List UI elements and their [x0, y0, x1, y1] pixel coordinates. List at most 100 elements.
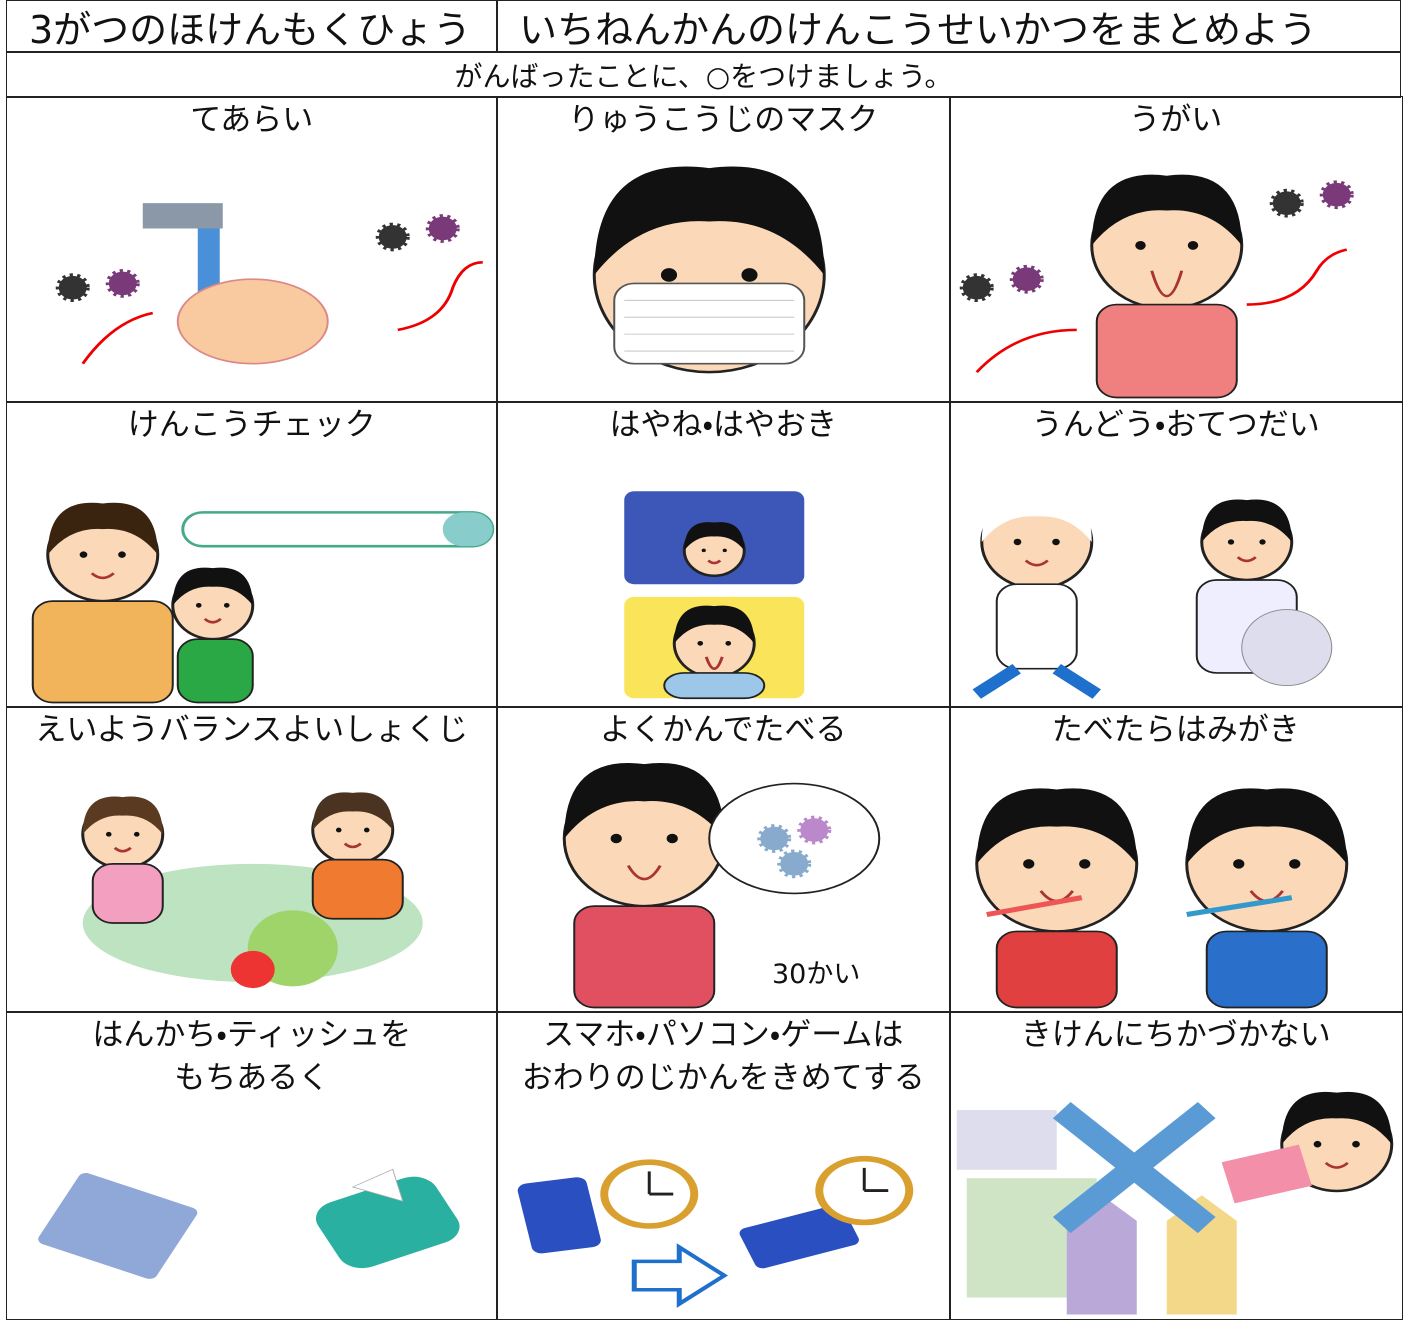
hair [674, 605, 755, 644]
label-line: えいようバランスよいしょくじ [35, 712, 469, 748]
body [31, 600, 174, 704]
drawing [38, 1168, 460, 1279]
eye [1135, 240, 1146, 250]
body [1095, 303, 1238, 399]
habit-label: たべたらはみがき [950, 709, 1402, 752]
label-line: おわりのじかんをきめてする [521, 1060, 925, 1096]
habit-label: えいようバランスよいしょくじ [7, 709, 497, 752]
hair [684, 522, 745, 551]
germ [797, 815, 832, 845]
label-line: スマホ・パソコン・ゲームは [543, 1017, 904, 1053]
illustration [562, 763, 881, 1009]
germ [425, 214, 460, 243]
illustration [972, 490, 1333, 699]
illustration [975, 788, 1349, 1009]
legs [972, 663, 1101, 699]
mouth [203, 617, 222, 624]
label-line: はやね・はやおき [609, 407, 838, 443]
label-line: てあらい [190, 102, 314, 138]
mouth [1324, 1161, 1349, 1169]
eye [1233, 859, 1245, 869]
habit-label: きけんにちかづかない [950, 1014, 1402, 1057]
eye [1052, 538, 1060, 546]
cross [1052, 1101, 1216, 1234]
mouth [1150, 270, 1184, 298]
habit-label: よくかんでたべる [497, 709, 950, 752]
faucet [142, 203, 223, 229]
drawing [55, 203, 483, 365]
hair [47, 502, 158, 555]
habit-label: スマホ・パソコン・ゲームは おわりのじかんをきめてする [497, 1014, 950, 1100]
mouth [1024, 559, 1049, 567]
habit-cell: うがい [949, 96, 1403, 403]
hair [1281, 1091, 1392, 1145]
mouth [343, 842, 362, 849]
label-line: きけんにちかづかない [1020, 1017, 1331, 1053]
next-arrow [631, 1243, 729, 1308]
habit-cell: てあらい [6, 96, 498, 403]
illustration [624, 491, 805, 700]
hair [82, 796, 163, 835]
mouth [90, 572, 115, 580]
mouth [707, 559, 722, 565]
germ [1319, 180, 1354, 210]
label-line: もちあるく [174, 1060, 330, 1096]
label-line: りゅうこうじのマスク [568, 102, 879, 138]
thermo-end [442, 512, 493, 547]
body [91, 863, 164, 924]
germ [375, 222, 410, 252]
drawing [81, 792, 423, 989]
hair [1186, 788, 1347, 864]
illustration [31, 502, 495, 704]
habit-cell: きけんにちかづかない [949, 1011, 1403, 1320]
drawing [517, 1155, 914, 1308]
eye [118, 551, 126, 558]
habit-cell: はんかち・ティッシュを もちあるく [6, 1011, 498, 1320]
eye [1259, 539, 1266, 545]
instruction: がんばったことに、○をつけましょう。 [6, 51, 1401, 98]
habit-label: てあらい [7, 99, 497, 142]
hair [1091, 174, 1242, 246]
eye [105, 831, 112, 837]
hair [981, 490, 1092, 542]
eye [741, 268, 758, 282]
habit-label: けんこうチェック [7, 404, 497, 447]
hair [564, 763, 725, 839]
hair [172, 567, 253, 606]
thought [708, 782, 881, 895]
term-goal: 3がつのほけんもくひょう [6, 0, 498, 53]
label-line: うんどう・おてつだい [1031, 407, 1320, 443]
germ [1269, 188, 1304, 218]
eye [1187, 240, 1199, 250]
drawing [624, 491, 805, 700]
arrow [397, 261, 483, 332]
illustration [81, 792, 423, 989]
body [176, 638, 254, 704]
tomato [230, 950, 275, 989]
scene [1066, 1195, 1137, 1315]
label-line: けんこうチェック [127, 407, 376, 443]
tissue [315, 1176, 460, 1269]
arrow [81, 311, 154, 365]
scene [956, 1110, 1057, 1170]
hair [1201, 499, 1292, 542]
eye [666, 833, 678, 844]
drawing [959, 174, 1354, 399]
eye [1352, 1140, 1360, 1148]
eye [660, 268, 678, 282]
body [995, 930, 1118, 1009]
toothbrush [1186, 895, 1293, 918]
habit-cell: はやね・はやおき [496, 401, 951, 708]
arrow [975, 328, 1077, 373]
mouth [1236, 556, 1257, 563]
drawing [972, 490, 1333, 699]
habit-cell: りゅうこうじのマスク [496, 96, 951, 403]
drawing [31, 502, 495, 704]
body [995, 583, 1078, 670]
phone [517, 1177, 601, 1254]
label-line: うがい [1129, 102, 1223, 138]
label-line: よくかんでたべる [600, 712, 847, 748]
illustration [38, 1168, 460, 1279]
mouth [113, 846, 132, 853]
eye [1079, 859, 1091, 869]
